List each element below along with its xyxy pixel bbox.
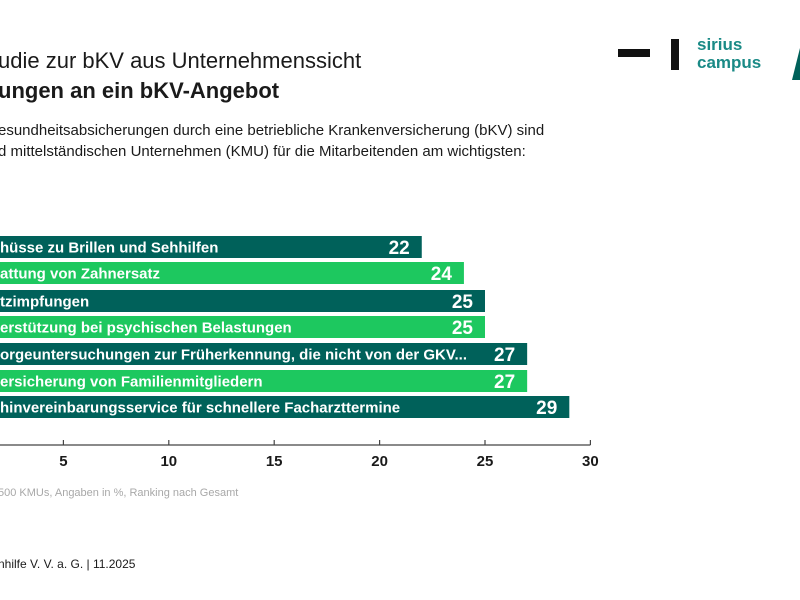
- chart-title: udie zur bKV aus Unternehmenssicht: [0, 48, 362, 73]
- bar-label: orgeuntersuchungen zur Früherkennung, di…: [0, 347, 467, 364]
- description-line-2: d mittelständischen Unternehmen (KMU) fü…: [0, 143, 526, 160]
- bar-value: 25: [452, 292, 474, 313]
- x-tick-label: 30: [582, 453, 599, 470]
- logo-dash: [618, 49, 650, 57]
- bar-value: 22: [389, 238, 410, 259]
- x-tick-label: 10: [160, 453, 177, 470]
- source-line: nhilfe V. V. a. G. | 11.2025: [0, 557, 136, 571]
- bar-label: ersicherung von Familienmitgliedern: [0, 374, 263, 391]
- description-line-1: esundheitsabsicherungen durch eine betri…: [0, 122, 545, 139]
- bar: [0, 236, 422, 258]
- bar-value: 27: [494, 372, 515, 393]
- logo-pipe: [671, 39, 679, 70]
- bar-label: hüsse zu Brillen und Sehhilfen: [0, 240, 218, 257]
- bar: [0, 370, 528, 392]
- bar-label: attung von Zahnersatz: [0, 266, 160, 283]
- footnote: 500 KMUs, Angaben in %, Ranking nach Ges…: [0, 487, 239, 499]
- x-tick-label: 5: [59, 453, 67, 470]
- bar: [0, 316, 485, 338]
- bar-label: hinvereinbarungsservice für schnellere F…: [0, 400, 400, 417]
- bar-value: 27: [494, 345, 515, 366]
- x-tick-label: 15: [266, 453, 283, 470]
- bar-value: 24: [431, 264, 453, 285]
- bar-value: 25: [452, 318, 474, 339]
- chart-subtitle: ungen an ein bKV-Angebot: [0, 78, 280, 103]
- x-tick-label: 20: [371, 453, 388, 470]
- bar: [0, 290, 485, 312]
- bar: [0, 396, 570, 418]
- bar-value: 29: [536, 398, 557, 419]
- logo-triangle: [792, 40, 800, 80]
- logo-text: sirius campus: [697, 35, 762, 72]
- bar: [0, 262, 464, 284]
- x-tick-label: 25: [477, 453, 494, 470]
- bar-label: erstützung bei psychischen Belastungen: [0, 320, 292, 337]
- bar: [0, 343, 528, 365]
- bar-label: tzimpfungen: [0, 294, 89, 311]
